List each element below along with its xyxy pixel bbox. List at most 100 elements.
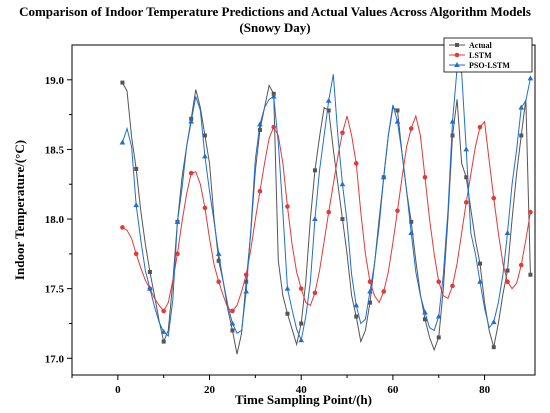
data-point-pso-lstm xyxy=(257,121,263,127)
legend-label-actual: Actual xyxy=(469,41,492,50)
data-point-lstm xyxy=(477,124,483,130)
data-point-lstm xyxy=(257,188,263,194)
data-point-actual xyxy=(477,261,482,266)
data-point-lstm xyxy=(353,161,359,166)
plot-frame xyxy=(71,44,536,376)
data-point-lstm xyxy=(298,286,304,291)
data-point-actual xyxy=(216,258,221,263)
data-point-lstm xyxy=(175,251,180,257)
series-line-actual xyxy=(121,82,531,355)
data-point-lstm xyxy=(491,195,497,201)
data-point-actual xyxy=(367,300,372,305)
chart-title-line1: Comparison of Indoor Temperature Predict… xyxy=(19,4,531,19)
chart-title: Comparison of Indoor Temperature Predict… xyxy=(0,4,550,36)
series-layer xyxy=(119,67,534,355)
x-axis-title: Time Sampling Point/(h) xyxy=(235,392,372,407)
data-point-pso-lstm xyxy=(160,328,167,334)
data-point-pso-lstm xyxy=(298,337,305,343)
data-point-lstm xyxy=(216,279,221,285)
data-point-pso-lstm xyxy=(243,288,249,294)
data-point-pso-lstm xyxy=(394,118,401,124)
data-point-pso-lstm xyxy=(463,146,470,152)
data-point-pso-lstm xyxy=(422,309,428,315)
data-point-lstm xyxy=(188,170,194,176)
data-point-actual xyxy=(519,133,524,138)
data-point-actual xyxy=(354,314,359,319)
y-tick-label: 17.0 xyxy=(45,353,65,365)
data-point-pso-lstm xyxy=(449,118,456,124)
data-point-pso-lstm xyxy=(147,285,153,291)
data-point-pso-lstm xyxy=(325,97,332,103)
data-point-pso-lstm xyxy=(504,229,511,235)
y-axis-title: Indoor Temperature/(°C) xyxy=(12,140,27,280)
data-point-actual xyxy=(161,339,166,344)
data-point-lstm xyxy=(271,124,277,130)
data-point-lstm xyxy=(436,279,442,285)
x-tick-label: 80 xyxy=(479,384,491,396)
data-point-pso-lstm xyxy=(312,216,318,222)
data-point-pso-lstm xyxy=(353,302,360,308)
data-point-actual xyxy=(505,268,510,273)
data-point-pso-lstm xyxy=(133,202,139,208)
data-point-pso-lstm xyxy=(477,278,483,284)
data-point-actual xyxy=(147,269,152,274)
data-point-lstm xyxy=(505,279,510,285)
data-point-actual xyxy=(409,219,414,224)
y-tick-label: 17.5 xyxy=(45,284,65,296)
data-point-lstm xyxy=(285,204,290,209)
data-point-actual xyxy=(395,108,400,113)
data-point-actual xyxy=(134,166,139,171)
data-point-lstm xyxy=(528,209,533,215)
data-point-actual xyxy=(491,345,496,350)
x-tick-label: 0 xyxy=(115,384,121,396)
data-point-pso-lstm xyxy=(527,75,534,81)
data-point-pso-lstm xyxy=(408,229,415,235)
y-tick-label: 19.0 xyxy=(45,75,65,87)
data-point-pso-lstm xyxy=(367,288,373,294)
data-point-pso-lstm xyxy=(188,118,194,124)
y-tick-label: 18.5 xyxy=(45,144,65,156)
data-point-pso-lstm xyxy=(490,319,497,325)
data-point-pso-lstm xyxy=(174,218,181,224)
data-point-lstm xyxy=(422,174,428,180)
data-point-lstm xyxy=(202,205,208,211)
data-point-actual xyxy=(450,133,455,138)
legend-label-lstm: LSTM xyxy=(469,51,492,60)
data-point-pso-lstm xyxy=(518,104,525,110)
legend-marker-lstm xyxy=(454,52,460,58)
data-point-pso-lstm xyxy=(339,181,346,187)
data-point-lstm xyxy=(381,289,387,294)
data-point-pso-lstm xyxy=(202,153,208,159)
data-point-actual xyxy=(120,80,125,85)
x-tick-label: 20 xyxy=(204,384,216,396)
data-point-lstm xyxy=(230,308,235,314)
data-point-actual xyxy=(422,317,427,322)
data-point-lstm xyxy=(518,262,524,268)
legend-marker-actual xyxy=(455,43,459,47)
data-point-lstm xyxy=(120,225,125,230)
data-point-actual xyxy=(244,279,249,284)
data-point-lstm xyxy=(312,290,318,296)
data-point-pso-lstm xyxy=(215,250,222,256)
legend-marker-pso-lstm xyxy=(454,62,460,67)
y-tick-label: 18.0 xyxy=(45,214,65,226)
data-point-pso-lstm xyxy=(119,139,126,145)
data-point-pso-lstm xyxy=(380,174,387,180)
data-point-actual xyxy=(340,217,345,222)
data-point-lstm xyxy=(161,308,166,314)
data-point-lstm xyxy=(463,200,469,205)
data-point-lstm xyxy=(326,209,332,215)
x-tick-label: 60 xyxy=(387,384,399,396)
data-point-actual xyxy=(464,175,469,180)
data-point-actual xyxy=(312,168,317,173)
series-lstm xyxy=(120,114,533,314)
data-point-pso-lstm xyxy=(229,320,236,326)
data-point-pso-lstm xyxy=(284,285,291,291)
chart-subtitle: (Snowy Day) xyxy=(239,20,311,35)
axes: 0 20 40 60 80 17.0 17.5 18.0 18.5 19.0 xyxy=(45,44,536,396)
data-point-actual xyxy=(326,108,331,113)
data-point-actual xyxy=(202,133,207,138)
data-point-lstm xyxy=(408,126,414,131)
data-point-lstm xyxy=(450,283,455,289)
